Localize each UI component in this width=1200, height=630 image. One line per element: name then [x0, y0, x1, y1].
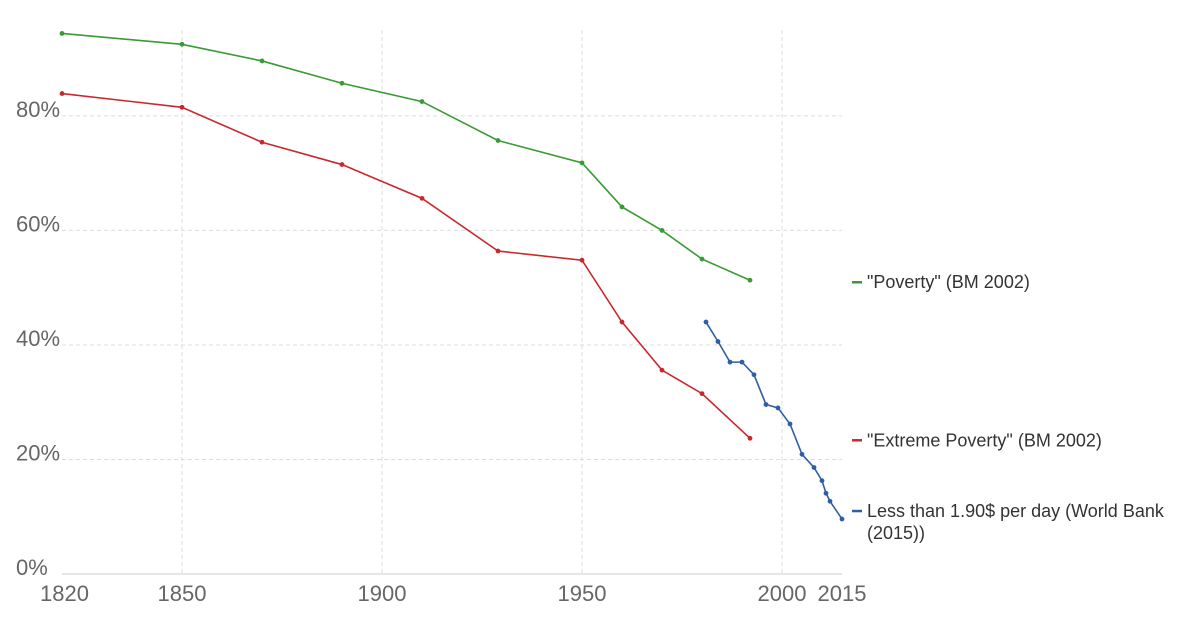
x-tick-label: 1900	[358, 581, 407, 606]
data-point	[751, 372, 757, 378]
data-point	[659, 367, 665, 373]
data-point	[579, 160, 585, 166]
y-tick-label: 60%	[16, 211, 60, 236]
data-point	[699, 256, 705, 262]
legend: "Poverty" (BM 2002) "Extreme Poverty" (BM…	[852, 272, 1165, 543]
y-tick-label: 0%	[16, 555, 48, 580]
x-tick-label: 2015	[818, 581, 867, 606]
data-point	[419, 195, 425, 201]
axes: 0% 20% 40% 60% 80% 1820 1850 1900 1950 2000 2015	[16, 97, 866, 606]
data-point	[839, 516, 845, 522]
legend-label: "Extreme Poverty" (BM 2002)	[867, 430, 1102, 450]
series-group	[59, 31, 845, 522]
series-2	[59, 91, 753, 441]
data-point	[495, 138, 501, 143]
data-point	[619, 204, 625, 210]
data-point	[179, 41, 185, 47]
data-point	[799, 451, 805, 457]
data-point	[763, 402, 769, 407]
legend-label: "Poverty" (BM 2002)	[867, 272, 1030, 292]
legend-entry: "Extreme Poverty" (BM 2002)	[852, 430, 1102, 450]
y-tick-label: 40%	[16, 326, 60, 351]
data-point	[259, 58, 265, 64]
data-point	[715, 339, 721, 344]
data-point	[619, 319, 625, 325]
data-point	[787, 421, 793, 427]
data-point	[739, 359, 745, 365]
data-point	[495, 248, 501, 254]
data-point	[703, 319, 709, 325]
series-3	[703, 319, 845, 522]
legend-entry: Less than 1.90$ per day (World Bank(2015…	[852, 501, 1165, 543]
series-line	[61, 32, 751, 281]
x-tick-label: 1850	[158, 581, 207, 606]
x-tick-label: 1820	[40, 581, 89, 606]
data-point	[179, 104, 185, 110]
legend-entry: "Poverty" (BM 2002)	[852, 272, 1030, 292]
data-point	[339, 162, 345, 167]
data-point	[775, 405, 781, 411]
grid	[62, 30, 842, 574]
y-tick-label: 20%	[16, 440, 60, 465]
series-1	[59, 31, 753, 283]
data-point	[579, 257, 585, 263]
series-line	[61, 92, 751, 439]
data-point	[659, 228, 665, 233]
data-point	[59, 91, 65, 96]
data-point	[827, 498, 833, 504]
data-point	[819, 478, 825, 484]
series-line	[705, 321, 843, 520]
legend-label: Less than 1.90$ per day (World Bank	[867, 501, 1165, 521]
legend-label: (2015))	[867, 523, 925, 543]
data-point	[727, 359, 733, 365]
y-tick-label: 80%	[16, 97, 60, 122]
data-point	[339, 80, 345, 86]
data-point	[419, 99, 425, 104]
data-point	[747, 277, 753, 283]
data-point	[259, 139, 265, 145]
data-point	[747, 435, 753, 441]
x-tick-label: 1950	[558, 581, 607, 606]
data-point	[699, 391, 705, 397]
x-tick-label: 2000	[758, 581, 807, 606]
data-point	[811, 465, 817, 470]
data-point	[823, 490, 829, 496]
data-point	[59, 31, 65, 36]
